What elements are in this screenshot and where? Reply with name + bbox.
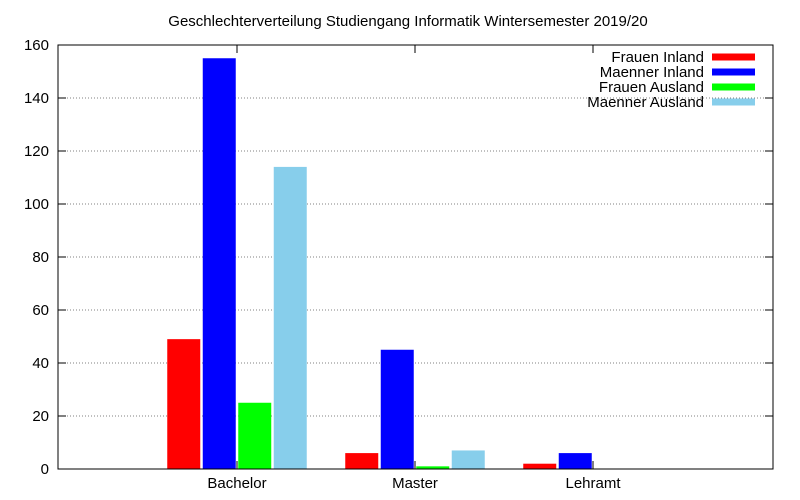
legend-label: Maenner Ausland (587, 94, 704, 111)
legend-swatch (712, 83, 755, 91)
x-tick-label: Master (392, 475, 438, 492)
legend-label: Frauen Inland (611, 49, 704, 66)
legend-label: Frauen Ausland (599, 79, 704, 96)
y-tick-label: 120 (24, 143, 49, 160)
y-tick-label: 160 (24, 37, 49, 54)
gridlines (58, 97, 773, 417)
bar (451, 450, 485, 469)
legend-swatch (712, 68, 755, 76)
bar (523, 463, 557, 469)
y-tick-label: 60 (32, 302, 49, 319)
axis-ticks (58, 44, 773, 470)
bar (167, 339, 201, 469)
bar (416, 466, 450, 469)
y-tick-label: 20 (32, 408, 49, 425)
chart-title: Geschlechterverteilung Studiengang Infor… (168, 13, 647, 30)
bar (238, 402, 272, 469)
bar (345, 453, 379, 469)
y-tick-label: 80 (32, 249, 49, 266)
y-axis-tick-labels: 0 20 40 60 80 100 120 140 160 (24, 37, 49, 478)
bar (558, 453, 592, 469)
bar (273, 166, 307, 469)
bar (380, 349, 414, 469)
y-tick-label: 140 (24, 90, 49, 107)
x-axis-tick-labels: Bachelor Master Lehramt (207, 475, 621, 492)
x-tick-label: Lehramt (565, 475, 621, 492)
y-tick-label: 40 (32, 355, 49, 372)
legend-swatch (712, 53, 755, 61)
y-tick-label: 0 (41, 461, 49, 478)
bar (202, 58, 236, 469)
y-tick-label: 100 (24, 196, 49, 213)
bars (167, 58, 592, 469)
x-tick-label: Bachelor (207, 475, 266, 492)
legend-swatch (712, 98, 755, 106)
legend-label: Maenner Inland (600, 64, 704, 81)
